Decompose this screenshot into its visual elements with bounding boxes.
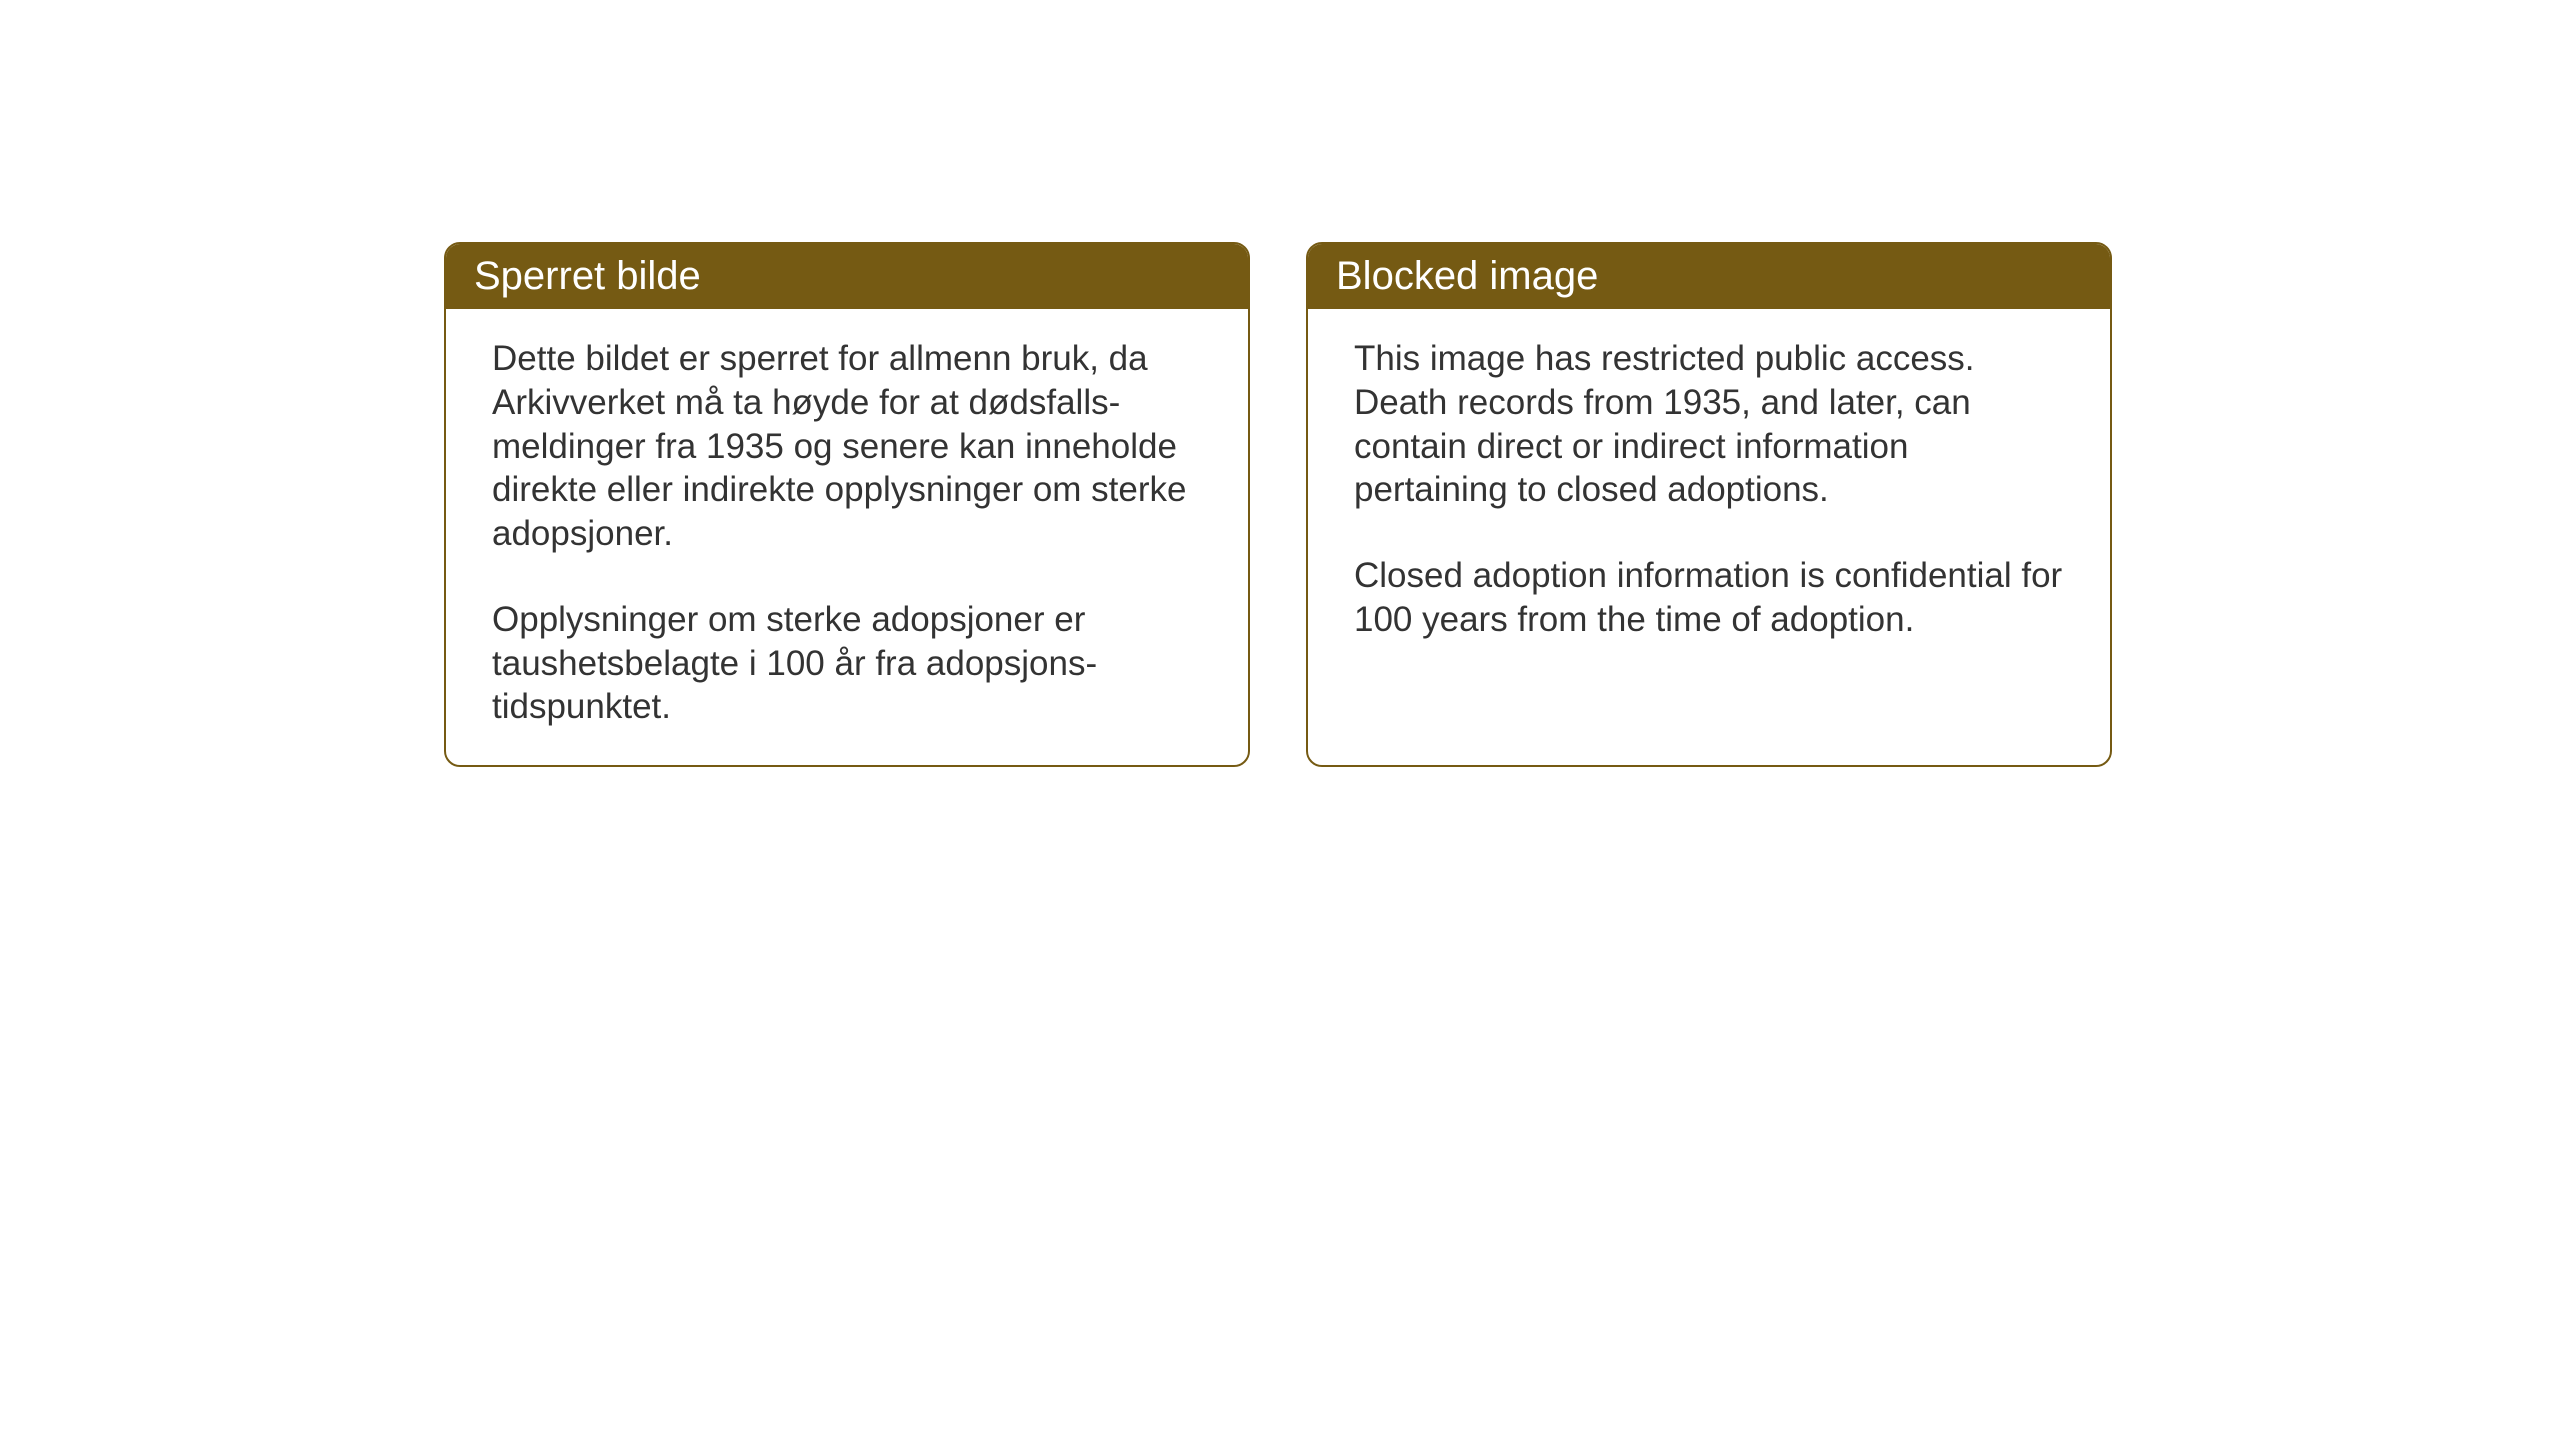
card-english: Blocked image This image has restricted …: [1306, 242, 2112, 767]
card-english-header: Blocked image: [1308, 244, 2110, 309]
card-norwegian-paragraph-1: Dette bildet er sperret for allmenn bruk…: [492, 337, 1202, 556]
card-english-body: This image has restricted public access.…: [1308, 309, 2110, 678]
card-norwegian-header: Sperret bilde: [446, 244, 1248, 309]
card-english-paragraph-2: Closed adoption information is confident…: [1354, 554, 2064, 642]
card-english-paragraph-1: This image has restricted public access.…: [1354, 337, 2064, 512]
cards-container: Sperret bilde Dette bildet er sperret fo…: [444, 242, 2112, 767]
card-norwegian-body: Dette bildet er sperret for allmenn bruk…: [446, 309, 1248, 765]
card-norwegian-paragraph-2: Opplysninger om sterke adopsjoner er tau…: [492, 598, 1202, 729]
card-norwegian: Sperret bilde Dette bildet er sperret fo…: [444, 242, 1250, 767]
